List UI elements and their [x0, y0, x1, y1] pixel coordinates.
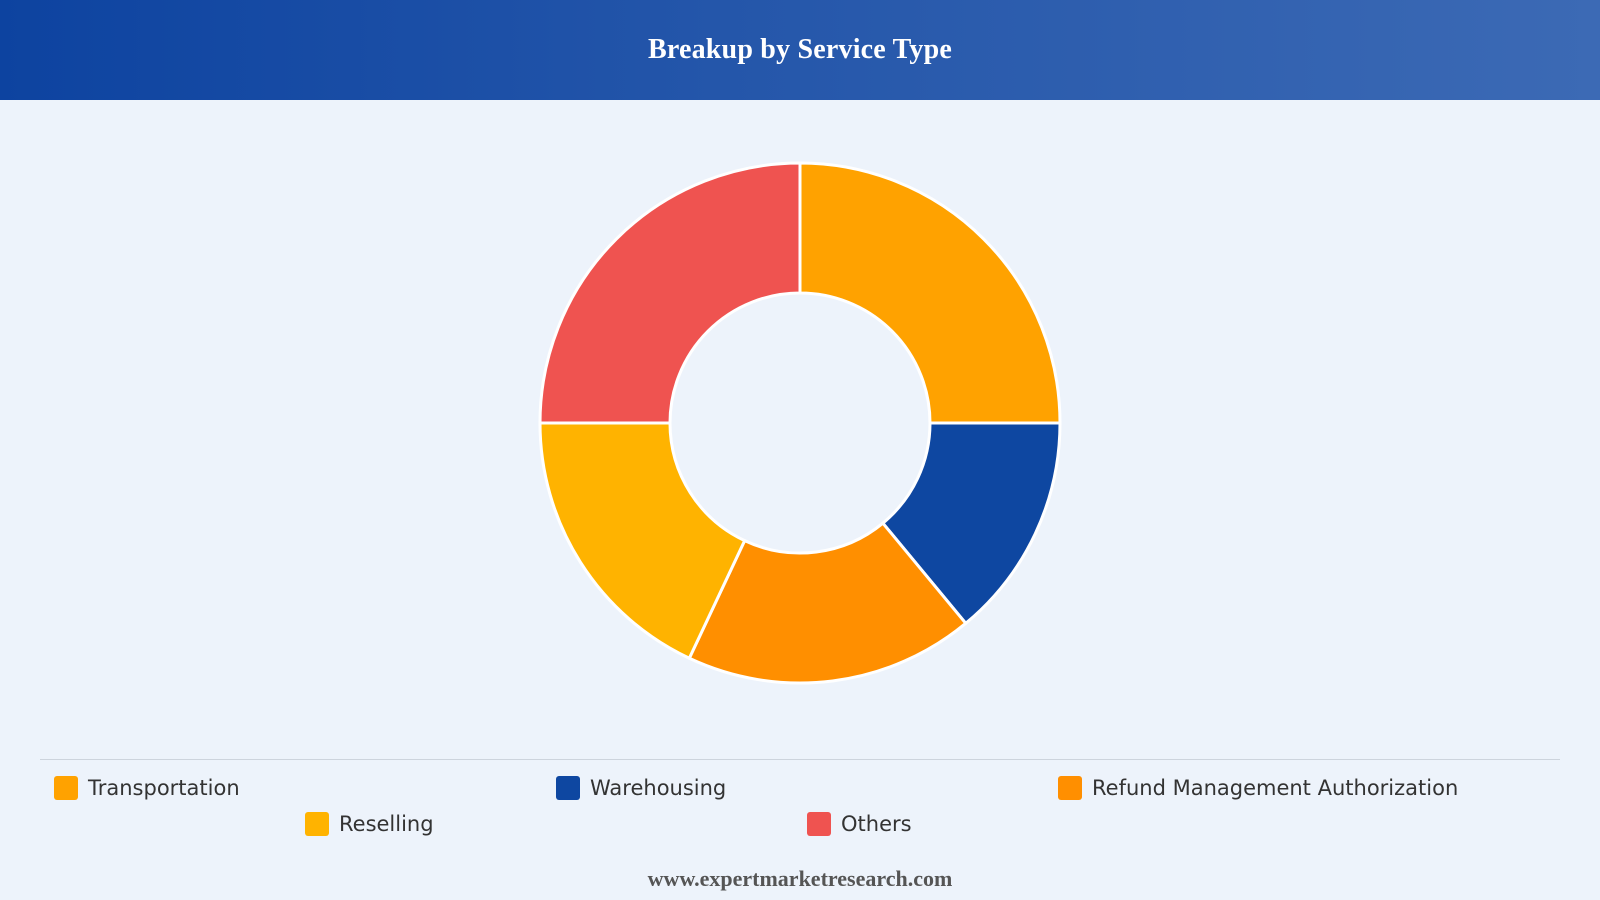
legend-label-refund-management-authorization: Refund Management Authorization — [1092, 776, 1459, 800]
slice-reselling[interactable] — [538, 421, 747, 660]
legend-item-warehousing[interactable]: Warehousing — [549, 770, 1051, 806]
legend-label-warehousing: Warehousing — [590, 776, 727, 800]
slice-refund-management-authorization[interactable] — [687, 521, 968, 685]
legend-label-others: Others — [841, 812, 912, 836]
legend-label-transportation: Transportation — [88, 776, 240, 800]
legend-item-others[interactable]: Others — [800, 806, 1302, 842]
slice-others[interactable] — [538, 161, 802, 425]
legend-item-transportation[interactable]: Transportation — [47, 770, 549, 806]
chart-area — [0, 100, 1600, 755]
legend-row-1: Transportation Warehousing Refund Manage… — [40, 770, 1560, 806]
slice-transportation[interactable] — [798, 161, 1062, 425]
legend-swatch-others — [807, 812, 831, 836]
legend-label-reselling: Reselling — [339, 812, 434, 836]
legend-item-reselling[interactable]: Reselling — [298, 806, 800, 842]
legend: Transportation Warehousing Refund Manage… — [40, 770, 1560, 842]
chart-header: Breakup by Service Type — [0, 0, 1600, 100]
legend-swatch-transportation — [54, 776, 78, 800]
footer-source-url: www.expertmarketresearch.com — [647, 866, 953, 891]
legend-swatch-reselling — [305, 812, 329, 836]
legend-swatch-warehousing — [556, 776, 580, 800]
donut-chart — [538, 161, 1062, 685]
chart-title: Breakup by Service Type — [647, 34, 953, 65]
legend-row-2: Reselling Others — [40, 806, 1560, 842]
legend-item-refund-management-authorization[interactable]: Refund Management Authorization — [1051, 770, 1553, 806]
legend-swatch-refund-management-authorization — [1058, 776, 1082, 800]
legend-divider — [40, 759, 1560, 760]
slice-warehousing[interactable] — [881, 421, 1062, 625]
